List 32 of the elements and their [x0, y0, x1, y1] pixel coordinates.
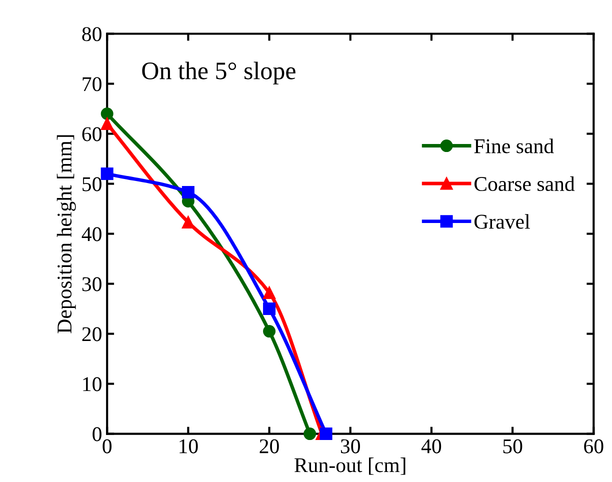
y-tick-label: 60: [82, 127, 102, 142]
annotation: On the 5° slope: [142, 62, 296, 84]
x-tick-label: 40: [421, 439, 442, 454]
point: [304, 428, 316, 440]
legend-label: Gravel: [474, 214, 530, 229]
y-tick-label: 30: [82, 277, 102, 292]
y-tick-label: 10: [83, 377, 102, 392]
y-tick-label: 50: [82, 177, 102, 192]
point: [182, 186, 194, 199]
x-tick-label: 20: [260, 439, 279, 454]
x-tick-label: 10: [180, 439, 198, 454]
y-tick-label: 70: [82, 77, 102, 92]
legend-label: Fine sand: [474, 138, 554, 154]
y-tick-label: 80: [82, 27, 102, 42]
y-tick-label: 0: [92, 427, 102, 442]
legend-label: Coarse sand: [474, 176, 575, 192]
y-tick-label: 40: [82, 227, 102, 242]
x-tick-label: 30: [340, 439, 360, 454]
x-tick-label: 60: [584, 439, 604, 454]
point: [263, 286, 276, 300]
point: [182, 216, 194, 229]
y-axis-title: Deposition height [mm]: [56, 135, 76, 334]
y-tick-label: 20: [82, 327, 102, 342]
x-tick-label: 50: [503, 439, 522, 454]
point: [100, 118, 114, 130]
x-axis-title: Run-out [cm]: [294, 458, 406, 475]
point: [263, 325, 276, 338]
point: [100, 168, 114, 180]
point: [100, 108, 114, 120]
point: [320, 428, 332, 440]
point: [263, 302, 276, 316]
x-tick-label: 0: [102, 439, 112, 454]
